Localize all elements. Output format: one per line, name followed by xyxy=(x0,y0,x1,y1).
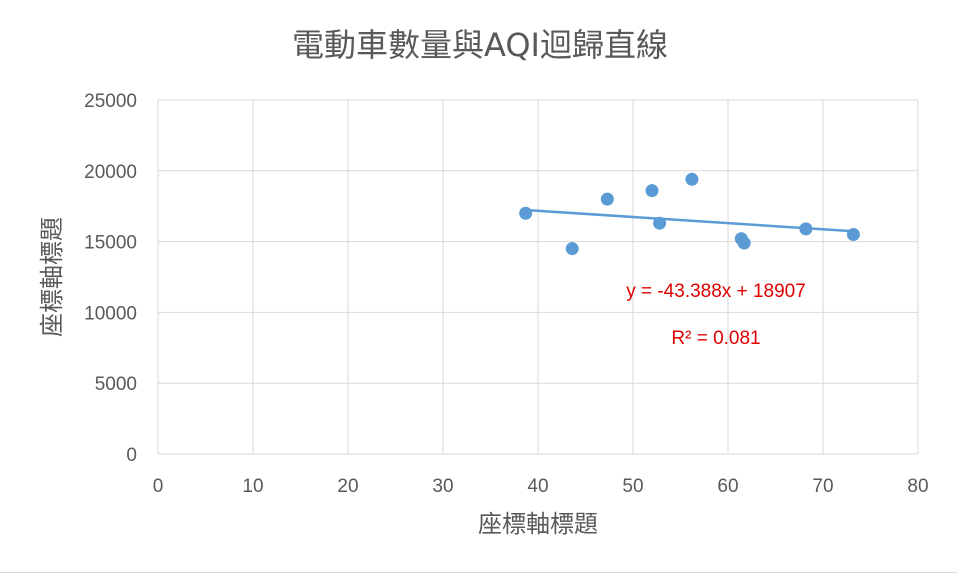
x-tick-label: 30 xyxy=(432,476,453,497)
y-tick-label: 15000 xyxy=(84,233,137,254)
x-tick-label: 20 xyxy=(337,476,358,497)
r-squared-label: R² = 0.081 xyxy=(671,328,760,349)
x-tick-label: 0 xyxy=(153,476,164,497)
y-tick-label: 25000 xyxy=(84,91,137,112)
gridlines xyxy=(157,99,919,455)
scatter-point xyxy=(653,216,667,230)
scatter-point xyxy=(685,172,699,186)
bottom-divider xyxy=(0,572,957,573)
axis-tick-labels: 0 5000 10000 15000 20000 25000 0 10 20 30 40 50 60 70… xyxy=(84,91,928,497)
scatter-point xyxy=(846,228,860,242)
trendline-group xyxy=(525,208,854,233)
scatter-point xyxy=(565,242,579,256)
x-tick-label: 60 xyxy=(717,476,738,497)
y-tick-label: 5000 xyxy=(95,374,137,395)
scatter-point xyxy=(519,206,533,220)
scatter-point xyxy=(799,222,813,236)
x-tick-label: 50 xyxy=(622,476,643,497)
y-tick-label: 10000 xyxy=(84,303,137,324)
x-axis-title: 座標軸標題 xyxy=(478,510,598,538)
trendline-equation: y = -43.388x + 18907 xyxy=(626,281,806,302)
scatter-point xyxy=(737,236,751,250)
data-points xyxy=(519,172,860,256)
x-tick-label: 70 xyxy=(812,476,833,497)
trendline xyxy=(525,208,854,233)
chart-title: 電動車數量與AQI迴歸直線 xyxy=(292,26,668,64)
scatter-point xyxy=(645,184,659,198)
x-tick-label: 10 xyxy=(242,476,263,497)
x-tick-label: 80 xyxy=(907,476,928,497)
y-axis-title: 座標軸標題 xyxy=(38,217,66,337)
x-tick-label: 40 xyxy=(527,476,548,497)
y-tick-label: 20000 xyxy=(84,162,137,183)
scatter-point xyxy=(600,192,614,206)
y-tick-label: 0 xyxy=(126,445,137,466)
